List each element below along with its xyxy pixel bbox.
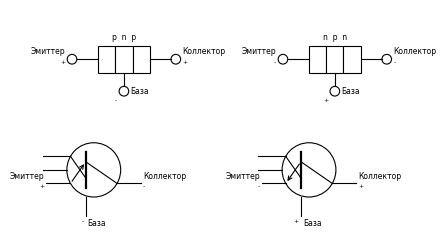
Text: Эмиттер: Эмиттер	[30, 47, 65, 56]
Text: -: -	[143, 185, 145, 189]
Text: n  p  n: n p n	[323, 33, 347, 42]
Text: -: -	[258, 185, 260, 189]
Text: База: База	[303, 219, 322, 228]
Text: -: -	[115, 98, 117, 103]
Text: -: -	[82, 219, 84, 224]
Text: +: +	[294, 219, 299, 224]
Text: Эмиттер: Эмиттер	[225, 171, 260, 181]
Bar	[326, 46, 344, 73]
Bar	[115, 46, 133, 73]
Bar	[98, 46, 115, 73]
Text: +: +	[60, 60, 65, 65]
Bar	[309, 46, 326, 73]
Text: Эмиттер: Эмиттер	[10, 171, 44, 181]
Text: -: -	[274, 60, 276, 65]
Text: База: База	[131, 87, 149, 96]
Text: Коллектор: Коллектор	[182, 47, 226, 56]
Text: +: +	[182, 60, 188, 65]
Text: p  n  p: p n p	[112, 33, 136, 42]
Text: +: +	[323, 98, 328, 103]
Text: База: База	[88, 219, 106, 228]
Text: Эмиттер: Эмиттер	[241, 47, 276, 56]
Text: Коллектор: Коллектор	[358, 171, 401, 181]
Text: +: +	[39, 185, 44, 189]
Text: +: +	[358, 185, 363, 189]
Bar	[344, 46, 361, 73]
Text: Коллектор: Коллектор	[143, 171, 186, 181]
Text: Коллектор: Коллектор	[393, 47, 436, 56]
Text: -: -	[393, 60, 396, 65]
Text: База: База	[341, 87, 360, 96]
Bar	[133, 46, 150, 73]
